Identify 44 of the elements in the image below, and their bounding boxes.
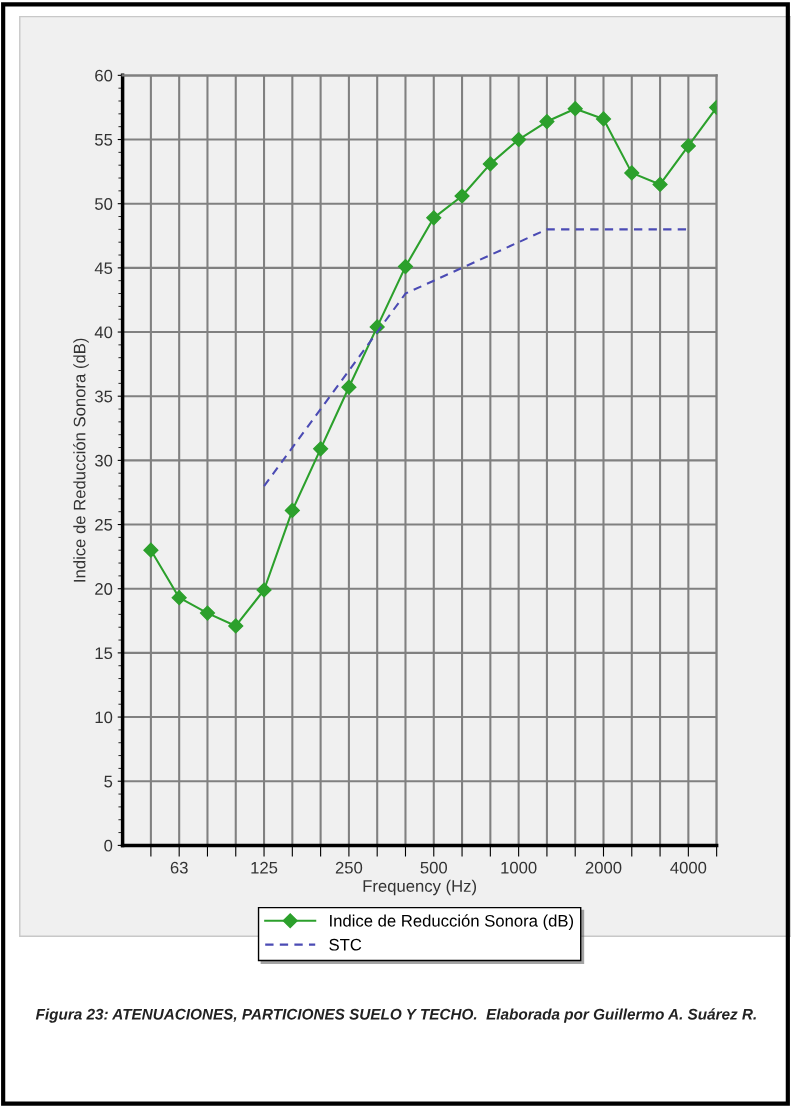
x-tick-label: 1000	[501, 861, 537, 874]
point	[680, 138, 696, 154]
x-tick-label: 125	[251, 861, 278, 874]
x-tick-label: 4000	[670, 861, 707, 874]
point	[313, 441, 329, 457]
y-tick-label: 15	[95, 647, 113, 660]
y-tick-label: 5	[104, 775, 113, 788]
point	[256, 582, 272, 598]
x-tick-label: 500	[420, 861, 448, 874]
point	[397, 259, 414, 275]
point	[284, 502, 300, 518]
point	[143, 542, 159, 558]
point	[454, 188, 470, 204]
y-tick-label: 0	[104, 839, 113, 852]
y-tick-label: 50	[95, 198, 113, 210]
x-axis-title: Frequency (Hz)	[363, 879, 477, 896]
y-tick-label: 60	[95, 69, 113, 82]
y-tick-label: 25	[95, 518, 113, 531]
point	[539, 113, 555, 130]
y-tick-label: 40	[94, 326, 113, 339]
x-tick-label: 2000	[585, 861, 622, 874]
point	[228, 618, 244, 634]
legend-label: Indice de Reducción Sonora (dB)	[330, 914, 574, 931]
point	[624, 165, 640, 181]
point	[482, 156, 498, 172]
point	[511, 131, 527, 148]
point	[171, 590, 187, 606]
point	[199, 605, 216, 621]
y-tick-label: 45	[94, 262, 113, 275]
point	[426, 210, 442, 226]
x-tick-label: 63	[170, 861, 188, 874]
legend-label: STC	[329, 938, 362, 951]
point	[341, 379, 357, 395]
y-axis-title: Indice de Reducción Sonora (dB)	[73, 338, 89, 582]
point	[567, 101, 583, 117]
y-tick-label: 10	[95, 711, 113, 724]
point	[652, 176, 668, 193]
y-tick-label: 20	[95, 583, 113, 595]
y-tick-label: 55	[95, 134, 113, 146]
y-tick-label: 30	[94, 454, 113, 467]
text: Figura 23: ATENUACIONES, PARTICIONES SUELO Y TECHO. Elaborada por Guillermo A. Suárez R.	[35, 1008, 756, 1023]
point	[595, 111, 612, 127]
y-tick-label: 35	[94, 390, 113, 403]
x-tick-label: 250	[335, 861, 363, 874]
